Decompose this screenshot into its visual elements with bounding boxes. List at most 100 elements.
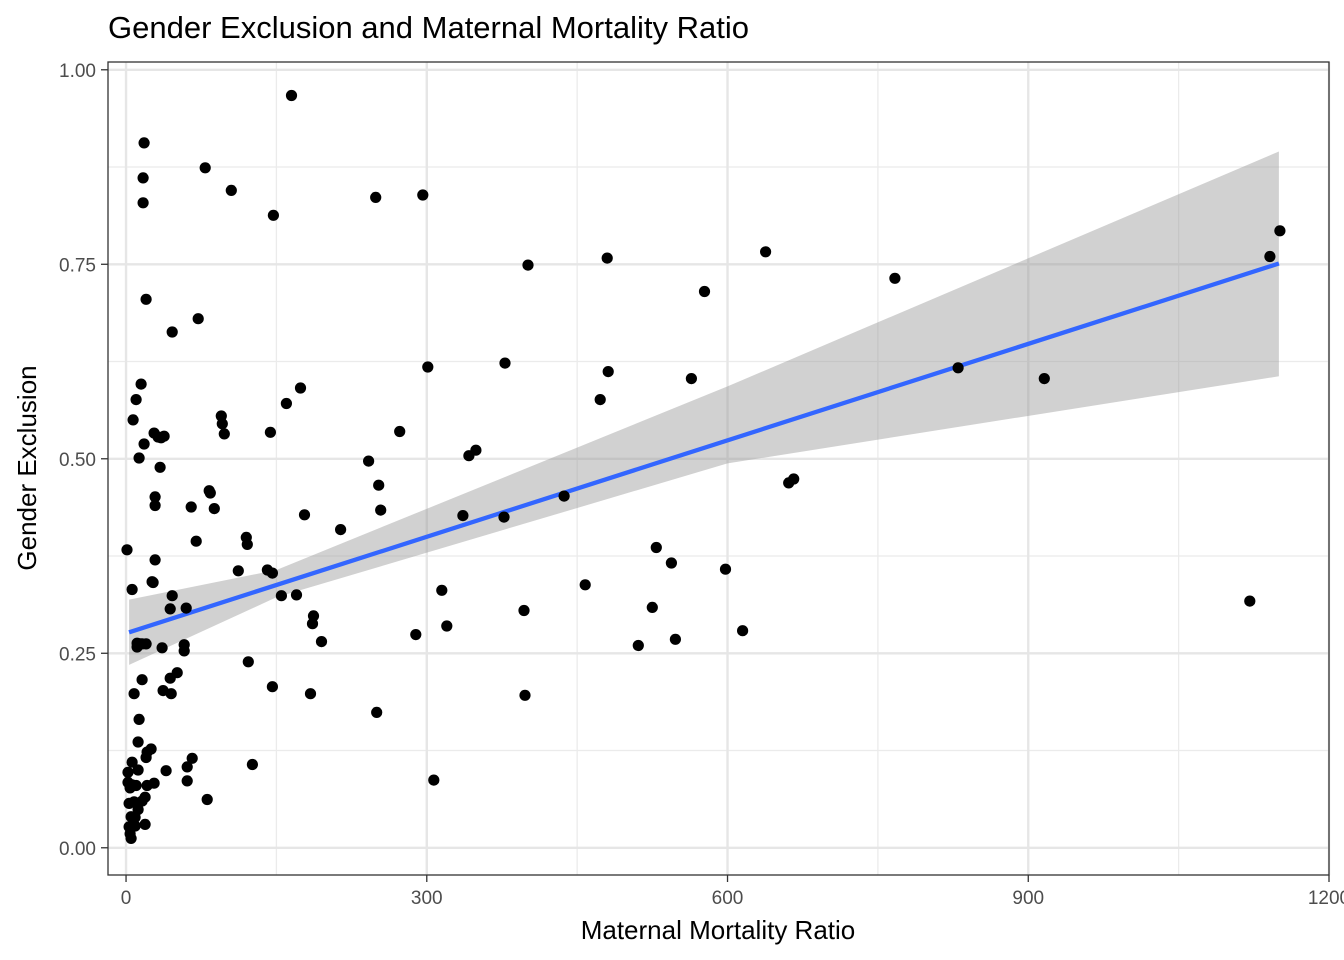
data-point [180, 602, 192, 614]
data-point [149, 499, 161, 512]
data-point [1274, 225, 1286, 237]
data-point [335, 524, 347, 536]
data-point [204, 487, 216, 499]
data-point [373, 479, 385, 491]
data-point [267, 209, 279, 221]
data-point [232, 565, 244, 577]
data-point [294, 382, 307, 394]
data-point [121, 544, 133, 556]
data-point [140, 293, 152, 305]
y-tick-label: 0.25 [59, 644, 96, 665]
data-point [160, 765, 172, 777]
y-tick-label: 0.75 [59, 255, 96, 276]
x-tick-label: 0 [121, 888, 132, 909]
data-point [594, 394, 606, 406]
data-point [165, 688, 177, 700]
data-point [601, 252, 613, 264]
data-point [428, 774, 440, 786]
data-point [307, 610, 320, 622]
data-point [132, 804, 144, 816]
data-point [122, 766, 134, 778]
data-point [137, 172, 149, 184]
data-point [737, 625, 749, 637]
data-point [371, 706, 383, 719]
data-point [436, 584, 448, 596]
data-point [158, 430, 170, 442]
data-point [135, 378, 147, 390]
data-point [1038, 373, 1050, 385]
x-axis-title: Maternal Mortality Ratio [581, 915, 856, 945]
data-point [132, 736, 144, 748]
data-point [139, 791, 151, 803]
data-point [246, 758, 258, 771]
x-tick-label: 300 [411, 888, 443, 909]
data-point [140, 638, 152, 650]
data-point [126, 583, 138, 596]
data-point [952, 362, 964, 374]
plot-border [107, 61, 1330, 876]
data-point [788, 473, 800, 485]
x-tick-label: 900 [1012, 888, 1044, 909]
data-point [1244, 595, 1256, 607]
data-point [132, 764, 144, 776]
data-point [375, 504, 387, 516]
data-point [417, 189, 429, 201]
confidence-band [129, 151, 1279, 665]
data-point [190, 535, 202, 547]
y-tick-label: 0.50 [59, 450, 96, 471]
data-point [201, 793, 213, 806]
data-point [199, 162, 211, 174]
data-point [280, 397, 292, 410]
data-point [304, 688, 317, 700]
data-point [558, 490, 570, 502]
data-point [665, 557, 678, 569]
y-axis-title: Gender Exclusion [12, 365, 42, 570]
data-point [136, 674, 148, 686]
data-point [264, 426, 276, 438]
data-point [241, 538, 253, 551]
data-point [363, 455, 375, 467]
data-point [266, 567, 278, 579]
data-point [166, 590, 178, 602]
data-point [266, 681, 278, 693]
data-point [126, 756, 138, 768]
data-point [422, 361, 434, 373]
data-point [129, 820, 141, 832]
data-point [139, 818, 151, 831]
data-point [519, 689, 531, 701]
data-point [128, 688, 140, 700]
data-point [285, 89, 298, 102]
data-point [138, 438, 150, 450]
data-point [275, 590, 287, 602]
data-point [579, 579, 591, 591]
data-point [602, 366, 614, 378]
data-point [133, 452, 145, 464]
data-point [225, 184, 237, 196]
x-tick-label: 600 [712, 888, 744, 909]
data-point [410, 629, 422, 641]
data-point [457, 509, 469, 522]
data-point [147, 576, 159, 589]
data-point [522, 259, 534, 271]
data-point [632, 639, 644, 652]
data-point [394, 425, 406, 438]
data-point [441, 620, 453, 632]
data-point [145, 743, 157, 755]
data-point [290, 589, 303, 601]
data-point [216, 418, 228, 430]
data-point [156, 642, 168, 654]
plot-panel [108, 62, 1329, 875]
data-point [1264, 250, 1276, 263]
data-point [298, 509, 311, 521]
data-point [470, 444, 482, 456]
minor-gridlines [108, 62, 1329, 875]
data-point [650, 541, 662, 554]
data-point [242, 656, 254, 668]
data-point [315, 636, 328, 648]
y-tick-label: 0.00 [59, 839, 96, 860]
data-point [127, 414, 139, 426]
data-point [138, 137, 150, 149]
